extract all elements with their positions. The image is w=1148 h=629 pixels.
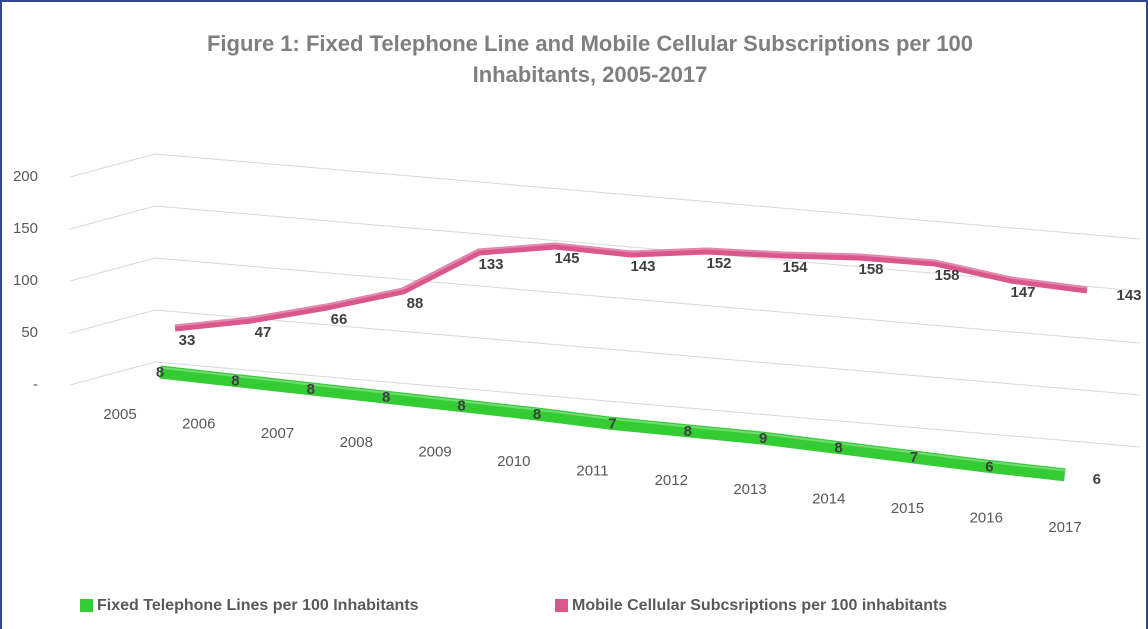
data-label: 158 <box>858 261 883 278</box>
data-label: 7 <box>608 415 616 432</box>
x-tick-label: 2014 <box>812 491 845 508</box>
y-tick-label: 150 <box>13 220 38 237</box>
data-label: 8 <box>231 372 239 389</box>
chart-title: Figure 1: Fixed Telephone Line and Mobil… <box>207 31 973 56</box>
data-label: 8 <box>684 423 692 440</box>
data-label: 8 <box>156 364 164 381</box>
data-label: 47 <box>255 324 272 341</box>
data-label: 8 <box>834 440 842 457</box>
data-label: 6 <box>1093 471 1101 488</box>
data-label: 8 <box>307 381 315 398</box>
grid-line <box>69 205 1141 292</box>
data-label: 8 <box>457 398 465 415</box>
series-line <box>159 365 1066 482</box>
legend-swatch <box>80 599 93 612</box>
data-label: 152 <box>706 255 731 272</box>
x-tick-label: 2016 <box>970 509 1003 526</box>
x-tick-label: 2015 <box>891 500 924 517</box>
grid-line <box>69 257 1141 344</box>
data-label: 133 <box>478 256 503 273</box>
data-label: 145 <box>554 250 579 267</box>
x-tick-label: 2013 <box>733 481 766 498</box>
legend-label: Fixed Telephone Lines per 100 Inhabitant… <box>97 597 419 614</box>
x-tick-label: 2010 <box>497 453 530 470</box>
legend-label: Mobile Cellular Subcsriptions per 100 in… <box>572 597 947 614</box>
data-label: 88 <box>407 295 424 312</box>
y-tick-label: 100 <box>13 272 38 289</box>
x-tick-label: 2005 <box>103 406 136 423</box>
grid-line <box>69 361 1141 448</box>
x-tick-label: 2011 <box>576 462 608 479</box>
grid-line <box>69 153 1141 240</box>
data-label: 143 <box>630 258 655 275</box>
x-tick-label: 2006 <box>182 415 215 432</box>
x-tick-label: 2007 <box>261 425 294 442</box>
data-label: 9 <box>759 430 767 447</box>
y-tick-label: 50 <box>21 324 38 341</box>
data-label: 8 <box>533 406 541 423</box>
series-line-highlight <box>159 366 1065 472</box>
y-tick-label: - <box>33 376 38 393</box>
data-label: 8 <box>382 389 390 406</box>
data-label: 66 <box>331 311 348 328</box>
data-label: 158 <box>934 267 959 284</box>
data-label: 147 <box>1010 284 1035 301</box>
data-label: 7 <box>910 449 918 466</box>
series-line <box>174 242 1088 332</box>
x-tick-label: 2012 <box>655 472 688 489</box>
grid-line <box>69 309 1141 396</box>
data-label: 6 <box>985 458 993 475</box>
data-label: 143 <box>1116 287 1141 304</box>
data-label: 154 <box>782 259 808 276</box>
chart-title: Inhabitants, 2005-2017 <box>473 62 708 87</box>
y-tick-label: 200 <box>13 168 38 185</box>
x-tick-label: 2017 <box>1048 519 1081 536</box>
series-line-highlight <box>174 242 1088 327</box>
data-label: 33 <box>179 332 196 349</box>
x-tick-label: 2008 <box>340 434 373 451</box>
x-tick-label: 2009 <box>418 444 451 461</box>
legend-swatch <box>555 599 568 612</box>
